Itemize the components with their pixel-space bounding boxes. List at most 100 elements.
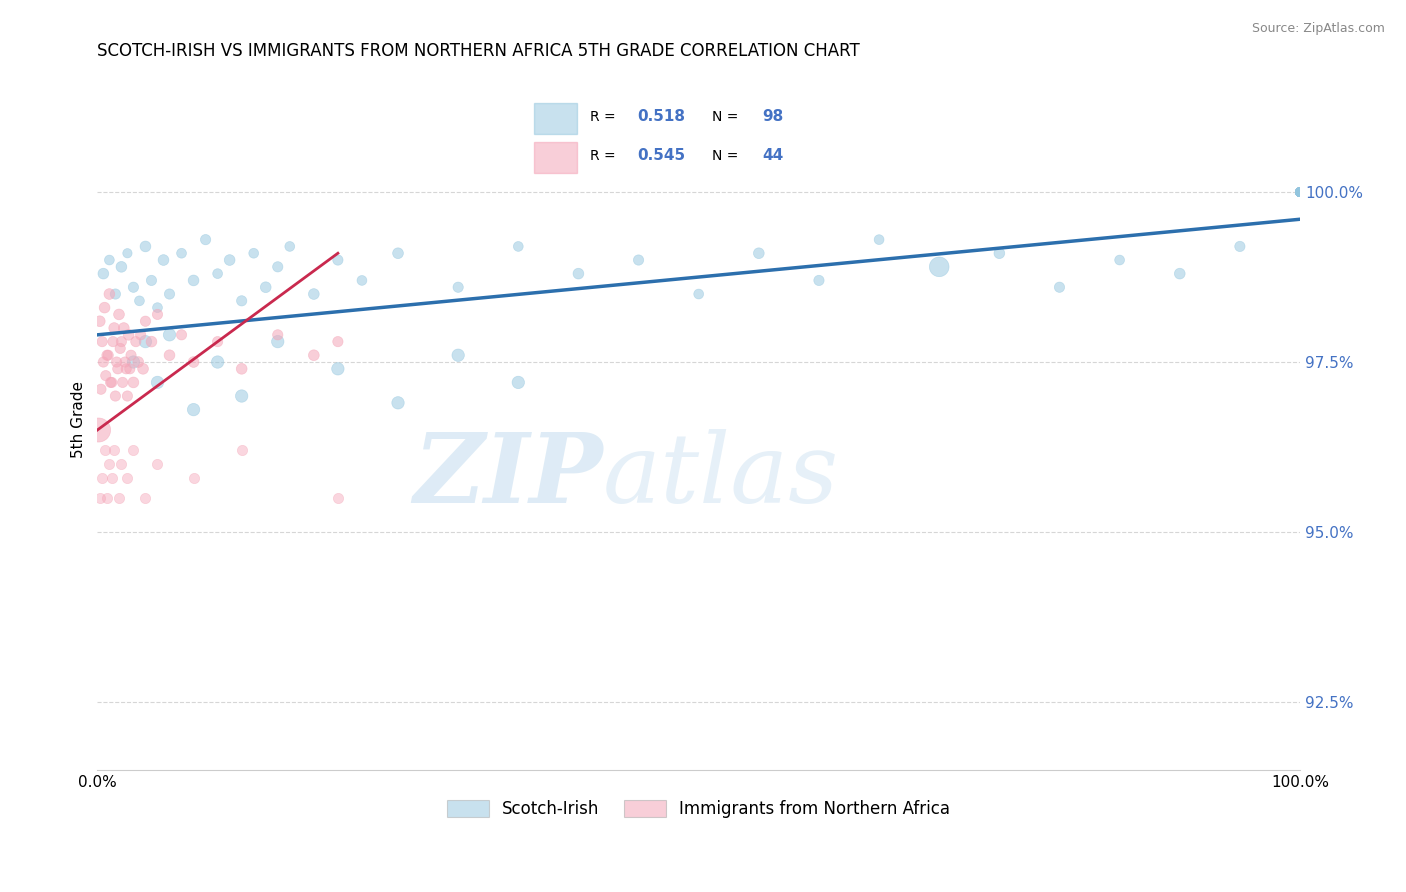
Point bbox=[132, 361, 155, 376]
Point bbox=[117, 246, 139, 260]
Point bbox=[118, 361, 141, 376]
Point bbox=[194, 233, 217, 247]
Point bbox=[146, 308, 169, 322]
Point bbox=[1289, 185, 1312, 199]
Point bbox=[134, 314, 156, 328]
Point bbox=[627, 253, 650, 268]
Text: ZIP: ZIP bbox=[413, 429, 603, 523]
Point bbox=[278, 239, 301, 253]
Text: atlas: atlas bbox=[603, 429, 838, 523]
Point bbox=[1289, 185, 1312, 199]
Point bbox=[103, 321, 125, 335]
Point bbox=[1289, 185, 1312, 199]
Legend: Scotch-Irish, Immigrants from Northern Africa: Scotch-Irish, Immigrants from Northern A… bbox=[440, 793, 957, 825]
Point bbox=[1289, 185, 1312, 199]
Point bbox=[1289, 185, 1312, 199]
Point bbox=[1289, 185, 1312, 199]
Point bbox=[159, 287, 181, 301]
Point bbox=[508, 239, 530, 253]
Point bbox=[1289, 185, 1312, 199]
Point bbox=[207, 355, 229, 369]
Point bbox=[122, 280, 145, 294]
Point bbox=[1289, 185, 1312, 199]
Point bbox=[89, 491, 111, 505]
Point bbox=[170, 327, 193, 342]
Point bbox=[170, 246, 193, 260]
Point bbox=[267, 327, 290, 342]
Point bbox=[1289, 185, 1312, 199]
Point bbox=[91, 334, 114, 349]
Point bbox=[183, 273, 205, 287]
Point bbox=[1289, 185, 1312, 199]
Point bbox=[117, 327, 139, 342]
Point bbox=[134, 334, 156, 349]
Point bbox=[350, 273, 373, 287]
Text: Source: ZipAtlas.com: Source: ZipAtlas.com bbox=[1251, 22, 1385, 36]
Point bbox=[1289, 185, 1312, 199]
Point bbox=[1108, 253, 1130, 268]
Point bbox=[1289, 185, 1312, 199]
Point bbox=[1289, 185, 1312, 199]
Point bbox=[387, 396, 409, 410]
Point bbox=[807, 273, 830, 287]
Point bbox=[302, 348, 325, 362]
Point bbox=[326, 361, 349, 376]
Point bbox=[1289, 185, 1312, 199]
Point bbox=[1289, 185, 1312, 199]
Point bbox=[120, 348, 142, 362]
Point bbox=[96, 491, 118, 505]
Point bbox=[1229, 239, 1251, 253]
Point bbox=[1289, 185, 1312, 199]
Point bbox=[387, 246, 409, 260]
Point bbox=[1289, 185, 1312, 199]
Point bbox=[1289, 185, 1312, 199]
Point bbox=[122, 376, 145, 390]
Point bbox=[231, 389, 253, 403]
Point bbox=[117, 470, 139, 484]
Point bbox=[146, 457, 169, 471]
Point bbox=[115, 361, 138, 376]
Point bbox=[183, 402, 205, 417]
Point bbox=[1289, 185, 1312, 199]
Point bbox=[128, 293, 150, 308]
Point bbox=[110, 457, 132, 471]
Point bbox=[748, 246, 770, 260]
Point bbox=[302, 287, 325, 301]
Point bbox=[447, 348, 470, 362]
Point bbox=[152, 253, 174, 268]
Point bbox=[254, 280, 277, 294]
Point bbox=[231, 361, 253, 376]
Point bbox=[567, 267, 589, 281]
Point bbox=[1289, 185, 1312, 199]
Point bbox=[117, 389, 139, 403]
Point bbox=[91, 470, 114, 484]
Point bbox=[1289, 185, 1312, 199]
Point bbox=[159, 348, 181, 362]
Point bbox=[146, 301, 169, 315]
Point bbox=[1289, 185, 1312, 199]
Point bbox=[129, 327, 152, 342]
Point bbox=[231, 443, 253, 458]
Point bbox=[1289, 185, 1312, 199]
Point bbox=[868, 233, 890, 247]
Point bbox=[141, 334, 163, 349]
Point bbox=[110, 334, 132, 349]
Point bbox=[688, 287, 710, 301]
Point bbox=[988, 246, 1011, 260]
Point bbox=[1289, 185, 1312, 199]
Point bbox=[101, 334, 124, 349]
Point bbox=[928, 260, 950, 274]
Point bbox=[1289, 185, 1312, 199]
Point bbox=[146, 376, 169, 390]
Point bbox=[1049, 280, 1071, 294]
Point bbox=[122, 355, 145, 369]
Point bbox=[101, 376, 124, 390]
Point bbox=[101, 470, 124, 484]
Point bbox=[1289, 185, 1312, 199]
Point bbox=[1289, 185, 1312, 199]
Point bbox=[114, 355, 136, 369]
Point bbox=[1289, 185, 1312, 199]
Point bbox=[108, 491, 131, 505]
Point bbox=[87, 423, 110, 437]
Point bbox=[207, 267, 229, 281]
